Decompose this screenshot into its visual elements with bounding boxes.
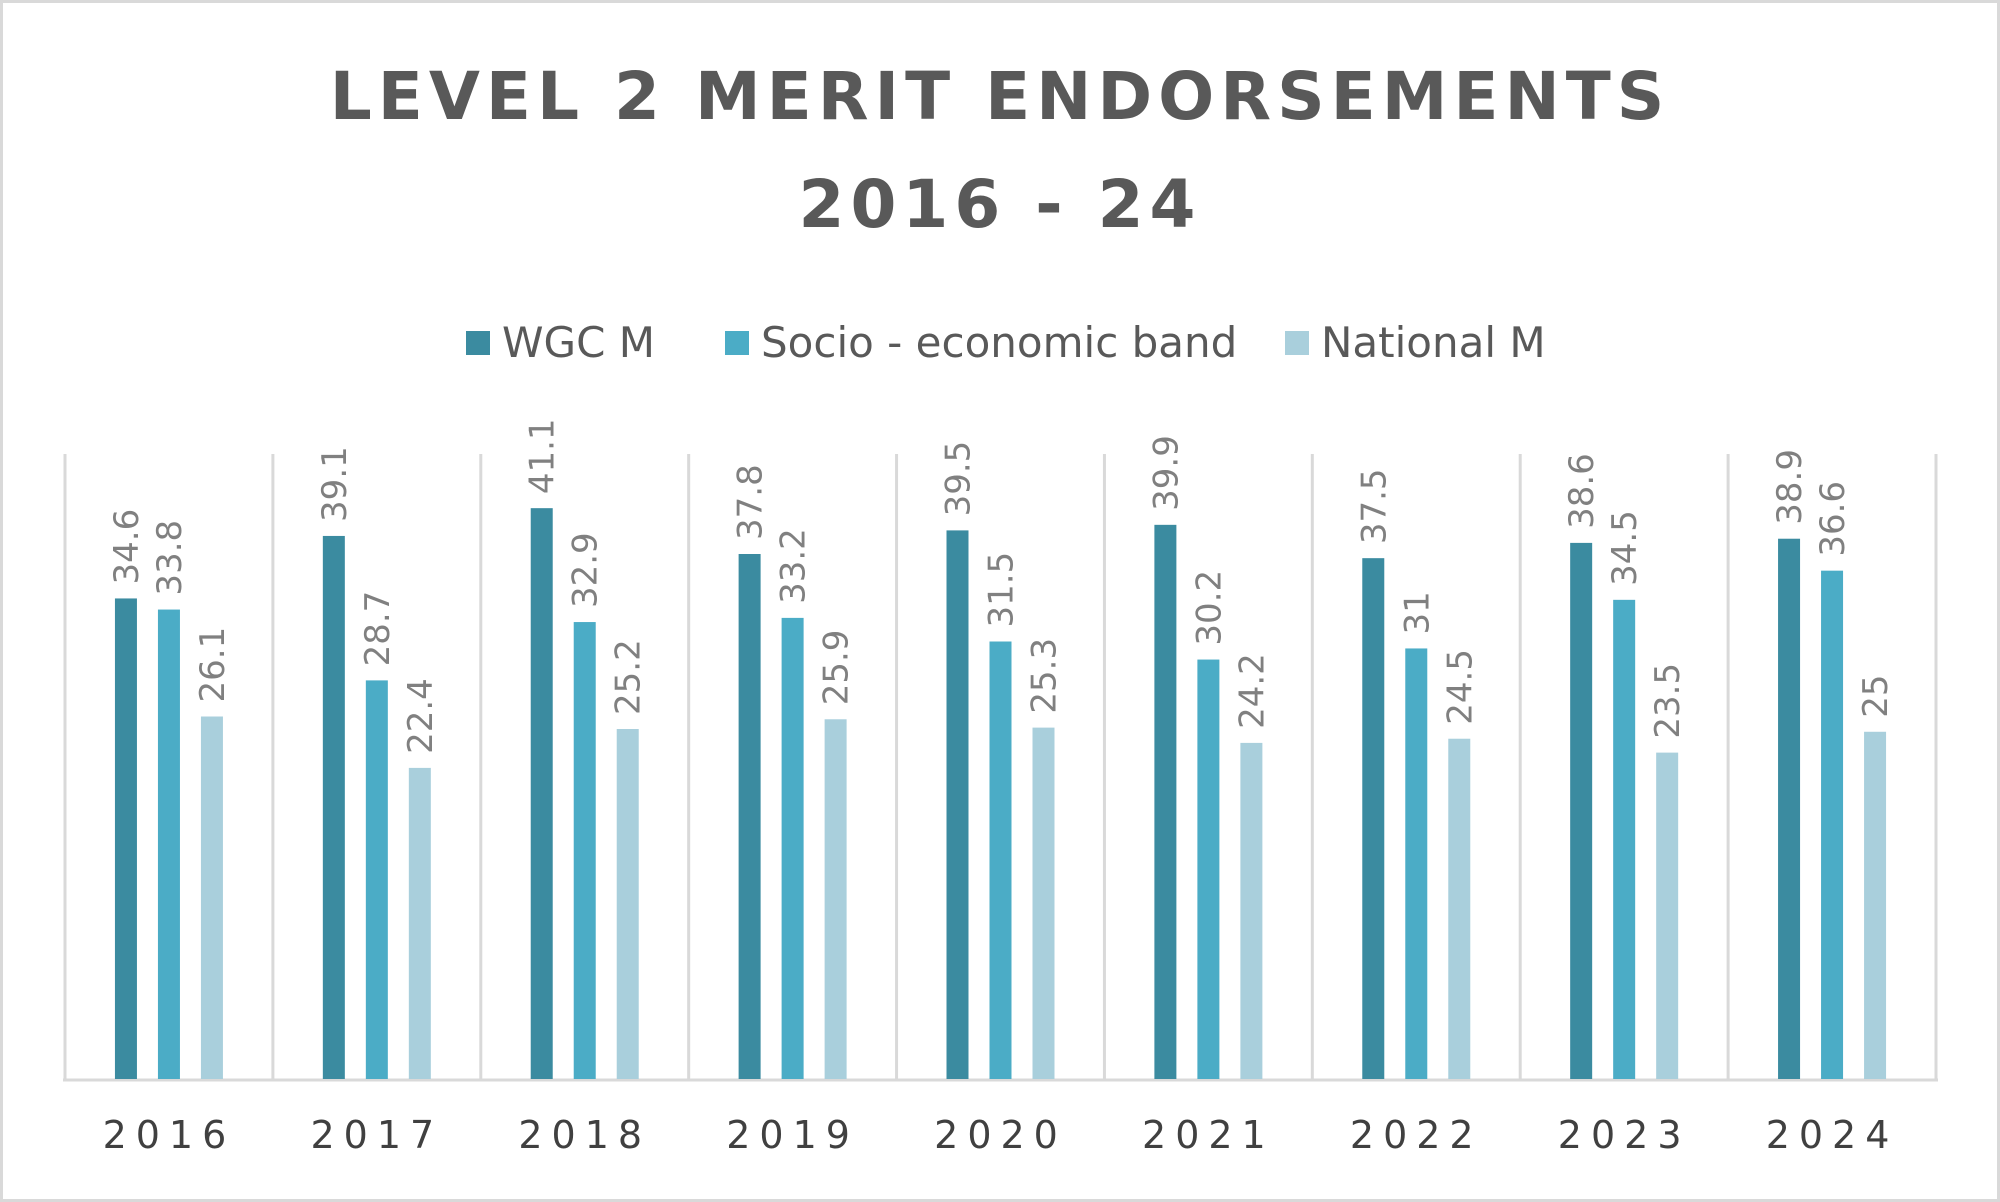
data-label: 38.9	[1770, 449, 1810, 525]
x-tick-label: 2017	[310, 1113, 443, 1157]
data-label: 41.1	[523, 418, 563, 494]
data-label: 38.6	[1562, 453, 1602, 529]
bar	[1656, 752, 1679, 1079]
data-label: 28.7	[358, 591, 398, 667]
data-label: 30.2	[1189, 570, 1229, 646]
legend-item-national-m: National M	[1285, 318, 1546, 367]
bar	[1613, 599, 1636, 1079]
x-tick-label: 2024	[1766, 1113, 1899, 1157]
data-label: 37.5	[1354, 468, 1394, 544]
bar	[200, 716, 223, 1079]
x-tick-label: 2022	[1350, 1113, 1483, 1157]
data-label: 24.5	[1440, 649, 1480, 725]
bar	[989, 641, 1012, 1079]
data-label: 25.3	[1025, 638, 1065, 714]
bar	[1778, 538, 1801, 1079]
data-label: 33.8	[150, 520, 190, 596]
bar	[1405, 648, 1428, 1079]
bar	[573, 622, 596, 1079]
bar	[1032, 727, 1055, 1079]
bar	[1240, 742, 1263, 1079]
data-label: 25.2	[609, 639, 649, 715]
bar	[781, 617, 804, 1079]
x-tick-label: 2016	[103, 1113, 236, 1157]
bar	[616, 729, 639, 1079]
bar	[157, 609, 180, 1079]
legend-swatch	[725, 330, 749, 355]
legend-swatch	[466, 330, 490, 355]
bar	[408, 767, 431, 1079]
legend-label: WGC M	[502, 318, 655, 367]
data-label: 39.9	[1146, 435, 1186, 511]
chart-title: LEVEL 2 MERIT ENDORSEMENTS	[329, 58, 1671, 135]
bar	[1821, 570, 1844, 1079]
bar	[1448, 738, 1471, 1079]
data-label: 39.1	[315, 446, 355, 522]
data-label: 32.9	[566, 532, 606, 608]
data-label: 25	[1856, 675, 1896, 718]
data-label: 37.8	[731, 464, 771, 540]
bar	[1570, 542, 1593, 1079]
x-tick-label: 2020	[934, 1113, 1067, 1157]
legend: WGC M Socio - economic band National M	[0, 318, 2000, 374]
data-label: 31	[1397, 591, 1437, 634]
bar	[322, 535, 345, 1079]
x-tick-label: 2021	[1142, 1113, 1275, 1157]
bar	[1197, 659, 1220, 1079]
data-label: 34.6	[107, 509, 147, 585]
data-label: 33.2	[774, 528, 814, 604]
data-label: 26.1	[193, 627, 233, 703]
bar	[114, 598, 137, 1079]
bar	[824, 719, 847, 1079]
x-tick-label: 2019	[726, 1113, 859, 1157]
bar	[530, 508, 553, 1080]
chart-subtitle: 2016 - 24	[798, 166, 1202, 243]
data-label: 23.5	[1648, 663, 1688, 739]
x-tick-label: 2018	[518, 1113, 651, 1157]
legend-label: Socio - economic band	[761, 318, 1238, 367]
legend-swatch	[1285, 330, 1309, 355]
bar	[946, 530, 969, 1079]
data-label: 39.5	[939, 441, 979, 517]
data-label: 22.4	[401, 678, 441, 754]
legend-item-wgc-m: WGC M	[466, 318, 655, 367]
data-label: 24.2	[1232, 653, 1272, 729]
bar	[738, 554, 761, 1079]
data-label: 25.9	[817, 630, 857, 706]
legend-label: National M	[1321, 318, 1546, 367]
data-label: 36.6	[1813, 481, 1853, 557]
bar	[1154, 524, 1177, 1079]
bar	[1864, 731, 1887, 1079]
x-tick-label: 2023	[1558, 1113, 1691, 1157]
data-label: 34.5	[1605, 510, 1645, 586]
legend-item-socio-economic-band: Socio - economic band	[725, 318, 1237, 367]
bar	[365, 680, 388, 1079]
data-label: 31.5	[982, 552, 1022, 628]
bar	[1362, 558, 1385, 1079]
